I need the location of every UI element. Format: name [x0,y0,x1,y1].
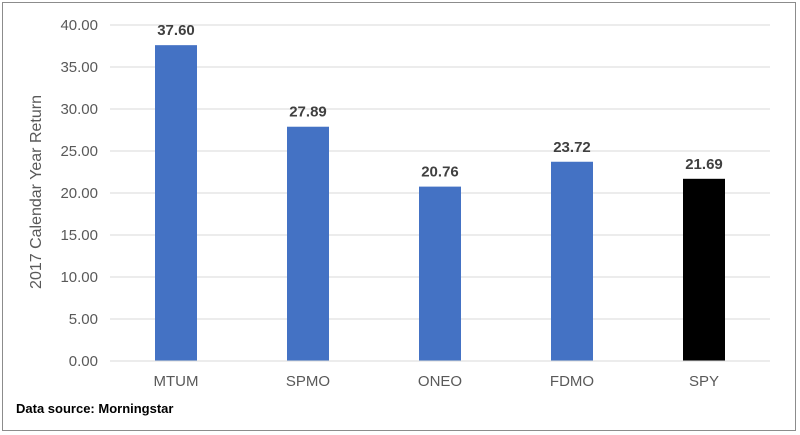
x-axis-categories: MTUM SPMO ONEO FDMO SPY [154,373,720,390]
y-tick-label: 5.00 [69,311,98,328]
x-category-label: ONEO [418,373,462,390]
y-tick-label: 35.00 [60,59,98,76]
chart-frame [2,2,796,431]
y-tick-label: 25.00 [60,143,98,160]
data-label-spy: 21.69 [685,156,723,173]
bar-mtum [155,45,197,361]
y-tick-label: 30.00 [60,101,98,118]
x-category-label: SPY [689,373,719,390]
bar-spmo [287,126,329,361]
y-axis-ticks: 0.00 5.00 10.00 15.00 20.00 25.00 30.00 35.00 40… [60,17,98,370]
y-tick-label: 0.00 [69,353,98,370]
x-category-label: MTUM [154,373,199,390]
data-source-note: Data source: Morningstar [16,401,174,416]
data-label-fdmo: 23.72 [553,139,591,156]
y-tick-label: 20.00 [60,185,98,202]
y-tick-label: 15.00 [60,227,98,244]
data-label-oneo: 20.76 [421,164,459,181]
data-labels: 37.60 27.89 20.76 23.72 21.69 [157,22,723,180]
bar-spy [683,178,725,361]
y-axis-title: 2017 Calendar Year Return [28,95,45,289]
bar-fdmo [551,161,593,361]
bars [155,45,725,361]
x-category-label: SPMO [286,373,330,390]
y-tick-label: 10.00 [60,269,98,286]
y-tick-label: 40.00 [60,17,98,34]
data-label-mtum: 37.60 [157,22,195,39]
x-category-label: FDMO [550,373,594,390]
gridlines [110,24,770,320]
bar-oneo [419,186,461,361]
data-label-spmo: 27.89 [289,104,327,121]
